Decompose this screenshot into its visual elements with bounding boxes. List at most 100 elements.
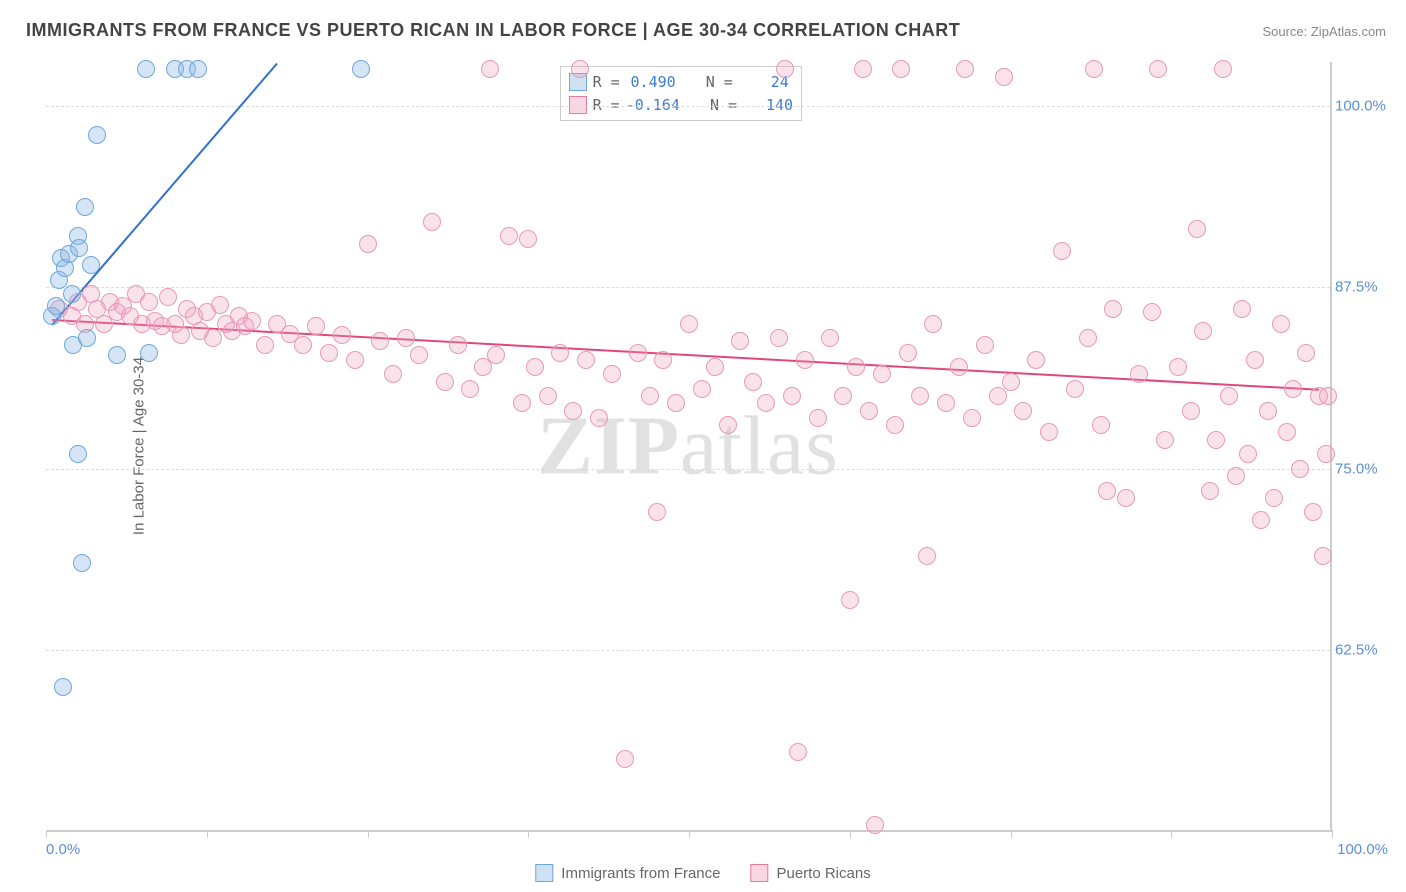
data-point (352, 60, 370, 78)
stats-row: R =0.490 N = 24 (569, 71, 793, 94)
legend-swatch (535, 864, 553, 882)
data-point (866, 816, 884, 834)
data-point (1053, 242, 1071, 260)
data-point (449, 336, 467, 354)
data-point (1130, 365, 1148, 383)
gridline (46, 287, 1330, 288)
data-point (172, 326, 190, 344)
data-point (137, 60, 155, 78)
data-point (204, 329, 222, 347)
gridline (46, 469, 1330, 470)
data-point (789, 743, 807, 761)
data-point (481, 60, 499, 78)
data-point (189, 60, 207, 78)
data-point (423, 213, 441, 231)
data-point (54, 678, 72, 696)
data-point (82, 256, 100, 274)
data-point (667, 394, 685, 412)
data-point (1194, 322, 1212, 340)
data-point (78, 329, 96, 347)
data-point (924, 315, 942, 333)
y-tick-label: 75.0% (1335, 460, 1390, 477)
data-point (1085, 60, 1103, 78)
data-point (1314, 547, 1332, 565)
data-point (847, 358, 865, 376)
data-point (140, 344, 158, 362)
y-tick-label: 87.5% (1335, 279, 1390, 296)
data-point (796, 351, 814, 369)
data-point (1149, 60, 1167, 78)
data-point (1259, 402, 1277, 420)
plot-area: In Labor Force | Age 30-34 ZIPatlas R =0… (46, 62, 1332, 832)
gridline (46, 650, 1330, 651)
r-label: R = (593, 71, 620, 94)
x-tick (207, 830, 208, 838)
data-point (783, 387, 801, 405)
correlation-stats-box: R =0.490 N = 24R =-0.164 N =140 (560, 66, 802, 121)
watermark: ZIPatlas (537, 398, 839, 495)
n-label: N = (706, 71, 733, 94)
data-point (1201, 482, 1219, 500)
legend-label: Immigrants from France (561, 865, 720, 882)
data-point (1297, 344, 1315, 362)
data-point (1278, 423, 1296, 441)
data-point (1233, 300, 1251, 318)
data-point (1246, 351, 1264, 369)
data-point (892, 60, 910, 78)
data-point (1272, 315, 1290, 333)
data-point (1027, 351, 1045, 369)
data-point (1117, 489, 1135, 507)
data-point (841, 591, 859, 609)
data-point (744, 373, 762, 391)
data-point (776, 60, 794, 78)
data-point (873, 365, 891, 383)
x-tick (689, 830, 690, 838)
x-tick (46, 830, 47, 838)
data-point (140, 293, 158, 311)
data-point (911, 387, 929, 405)
x-tick (528, 830, 529, 838)
data-point (500, 227, 518, 245)
data-point (397, 329, 415, 347)
data-point (1169, 358, 1187, 376)
x-tick (1171, 830, 1172, 838)
data-point (1079, 329, 1097, 347)
data-point (757, 394, 775, 412)
data-point (159, 288, 177, 306)
data-point (899, 344, 917, 362)
data-point (1098, 482, 1116, 500)
data-point (1014, 402, 1032, 420)
source-attribution: Source: ZipAtlas.com (1262, 24, 1386, 39)
data-point (1156, 431, 1174, 449)
data-point (256, 336, 274, 354)
data-point (539, 387, 557, 405)
data-point (1284, 380, 1302, 398)
watermark-zip: ZIP (537, 400, 680, 493)
y-tick-label: 100.0% (1335, 97, 1390, 114)
data-point (1319, 387, 1337, 405)
data-point (564, 402, 582, 420)
data-point (590, 409, 608, 427)
data-point (886, 416, 904, 434)
data-point (1002, 373, 1020, 391)
data-point (294, 336, 312, 354)
data-point (320, 344, 338, 362)
x-tick (850, 830, 851, 838)
data-point (70, 239, 88, 257)
data-point (821, 329, 839, 347)
data-point (513, 394, 531, 412)
data-point (1207, 431, 1225, 449)
data-point (719, 416, 737, 434)
data-point (346, 351, 364, 369)
data-point (976, 336, 994, 354)
legend-label: Puerto Ricans (776, 865, 870, 882)
data-point (995, 68, 1013, 86)
data-point (963, 409, 981, 427)
data-point (551, 344, 569, 362)
data-point (860, 402, 878, 420)
data-point (1220, 387, 1238, 405)
data-point (731, 332, 749, 350)
data-point (359, 235, 377, 253)
data-point (680, 315, 698, 333)
data-point (654, 351, 672, 369)
